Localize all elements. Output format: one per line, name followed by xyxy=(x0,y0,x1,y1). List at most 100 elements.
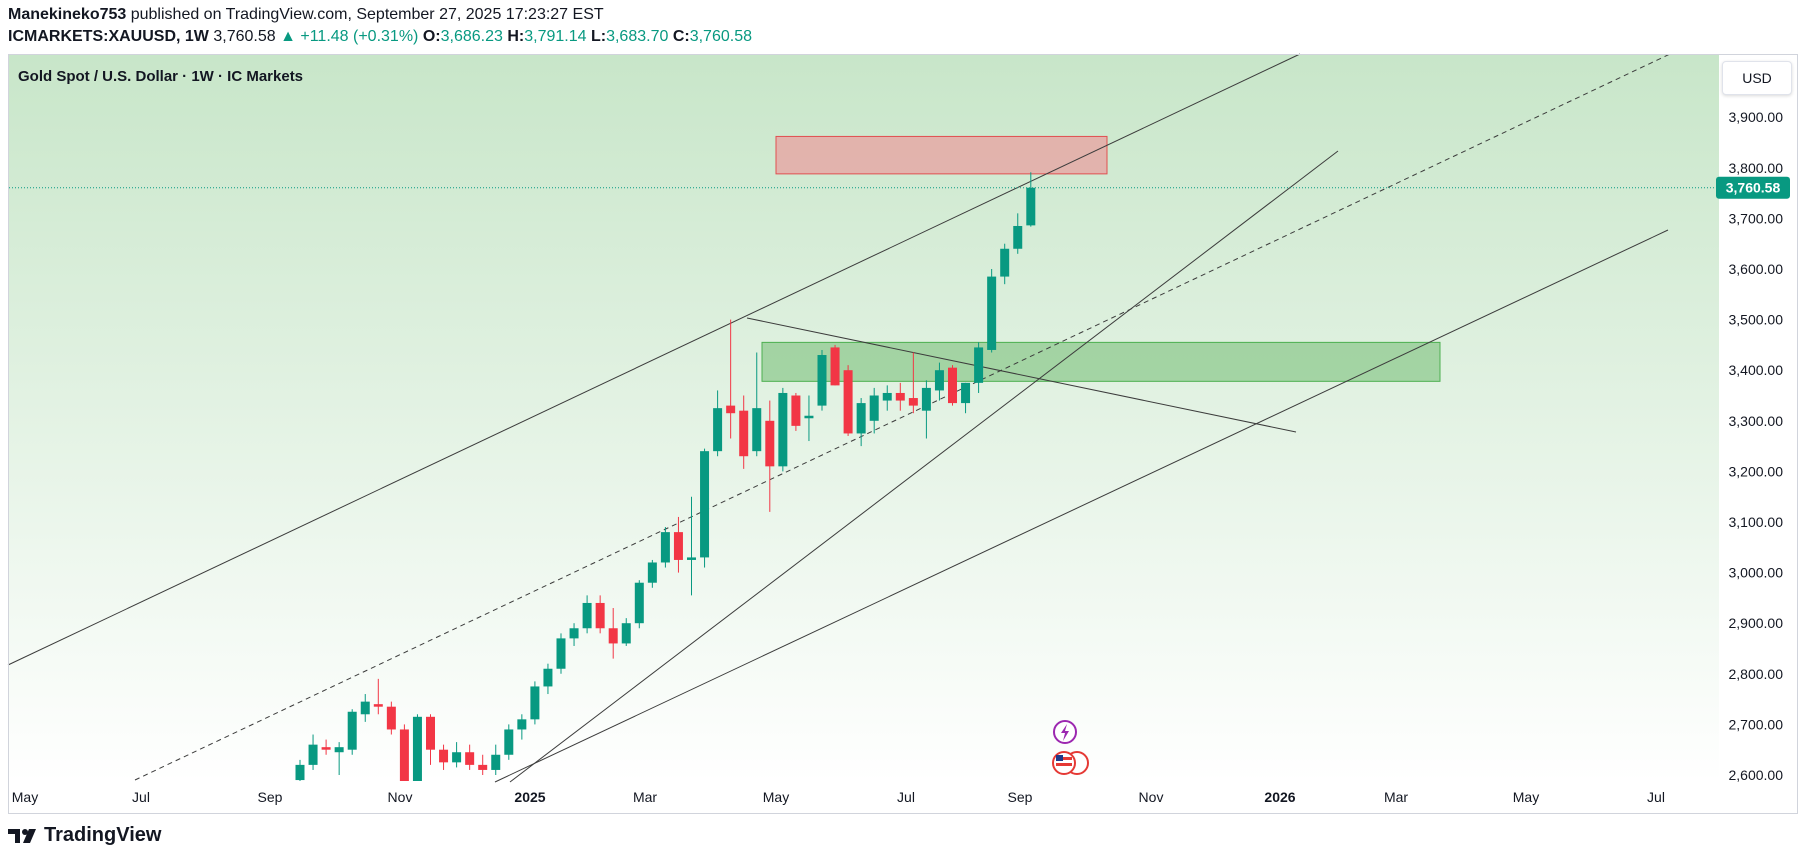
candle-body xyxy=(713,408,723,452)
x-tick-label: Mar xyxy=(1384,789,1408,805)
candle xyxy=(713,390,723,457)
channel-lower-line[interactable] xyxy=(494,229,1669,783)
tradingview-logo-icon xyxy=(8,828,36,843)
candle xyxy=(334,742,344,775)
candle xyxy=(700,448,710,568)
x-tick-label: May xyxy=(12,789,38,805)
candle xyxy=(882,385,892,411)
candle xyxy=(412,714,422,781)
y-tick-label: 3,500.00 xyxy=(1729,312,1784,328)
descending-resistance-line[interactable] xyxy=(746,317,1297,433)
low-label: L: xyxy=(590,28,607,45)
candle xyxy=(530,681,540,725)
y-tick-label: 3,100.00 xyxy=(1729,514,1784,530)
candle-body xyxy=(895,392,905,401)
event-icons[interactable] xyxy=(1052,720,1089,775)
publish-info: Manekineko753 published on TradingView.c… xyxy=(8,6,604,24)
y-tick-label: 3,400.00 xyxy=(1729,362,1784,378)
candle xyxy=(752,352,762,457)
candle xyxy=(765,400,775,512)
candle xyxy=(478,754,488,775)
candle-body xyxy=(373,704,383,707)
candle xyxy=(426,714,435,765)
candle-body xyxy=(700,451,710,558)
candle-body xyxy=(399,729,409,781)
demand-zone[interactable] xyxy=(761,341,1441,382)
open-label: O: xyxy=(422,28,441,45)
candle-body xyxy=(856,403,866,434)
candle xyxy=(817,349,827,411)
candle xyxy=(465,744,475,770)
price-change: ▲ +11.48 (+0.31%) xyxy=(280,28,419,45)
candle-body xyxy=(830,347,840,386)
candle xyxy=(608,608,618,659)
y-tick-label: 2,800.00 xyxy=(1729,666,1784,682)
x-axis[interactable]: May Jul Sep Nov 2025 Mar May Jul Sep Nov 2026 Mar Ma… xyxy=(12,789,1665,805)
candle-body xyxy=(765,420,775,467)
y-tick-label: 3,300.00 xyxy=(1729,413,1784,429)
candle-body xyxy=(595,602,605,629)
candle xyxy=(687,496,696,596)
channel-middle-dashed-line[interactable] xyxy=(134,53,1671,781)
open-value: 3,686.23 xyxy=(440,28,503,45)
candle xyxy=(843,365,853,436)
candle xyxy=(582,595,592,634)
candle-body xyxy=(1026,187,1036,226)
currency-button[interactable]: USD xyxy=(1722,61,1792,95)
candle-body xyxy=(987,276,997,350)
candle xyxy=(791,392,801,431)
x-tick-label: Nov xyxy=(1139,789,1164,805)
high-value: 3,791.14 xyxy=(524,28,587,45)
high-label: H: xyxy=(507,28,525,45)
trendlines[interactable] xyxy=(7,53,1671,783)
candle-body xyxy=(948,367,957,404)
candle xyxy=(869,387,879,434)
candle xyxy=(726,319,736,439)
supply-zone[interactable] xyxy=(775,135,1108,175)
low-value: 3,683.70 xyxy=(606,28,669,45)
y-tick-label: 3,000.00 xyxy=(1729,565,1784,581)
candle xyxy=(895,382,905,411)
author-name[interactable]: Manekineko753 xyxy=(8,6,127,23)
flag-canton xyxy=(1056,755,1063,761)
candle-body xyxy=(934,370,944,391)
channel-upper-line[interactable] xyxy=(7,53,1301,666)
candle-body xyxy=(543,668,553,687)
candle xyxy=(974,342,984,393)
candle-body xyxy=(869,395,879,421)
candle-body xyxy=(465,752,475,765)
x-tick-label: May xyxy=(1513,789,1539,805)
candle-body xyxy=(921,387,931,411)
candle xyxy=(321,739,331,755)
candle xyxy=(673,516,683,573)
x-tick-label: Sep xyxy=(1008,789,1033,805)
candle-body xyxy=(308,744,318,765)
y-tick-label: 3,200.00 xyxy=(1729,463,1784,479)
candle-body xyxy=(882,392,892,401)
y-tick-label: 3,900.00 xyxy=(1729,109,1784,125)
candle xyxy=(804,395,814,442)
y-tick-label: 2,900.00 xyxy=(1729,615,1784,631)
x-tick-label: Sep xyxy=(258,789,283,805)
candle-body xyxy=(478,764,488,770)
candle-body xyxy=(634,582,644,624)
close-label: C: xyxy=(672,28,690,45)
candle-body xyxy=(439,749,449,763)
candle xyxy=(778,387,788,472)
series-legend: Gold Spot / U.S. Dollar · 1W · IC Market… xyxy=(18,68,304,85)
x-tick-label: 2025 xyxy=(514,789,545,805)
footer-brand[interactable]: TradingView xyxy=(8,824,161,847)
y-axis[interactable]: 2,600.00 2,700.00 2,800.00 2,900.00 3,000.00… xyxy=(1729,109,1784,783)
last-price: 3,760.58 xyxy=(213,28,276,45)
candle xyxy=(1013,213,1023,254)
candle xyxy=(373,678,383,715)
steep-support-line[interactable] xyxy=(509,150,1339,783)
candle-body xyxy=(974,347,984,383)
candle-body xyxy=(687,557,696,560)
candle xyxy=(386,701,396,735)
candle-body xyxy=(817,355,827,406)
y-tick-label: 3,600.00 xyxy=(1729,261,1784,277)
candle-body xyxy=(608,628,618,644)
candle-body xyxy=(843,370,853,434)
